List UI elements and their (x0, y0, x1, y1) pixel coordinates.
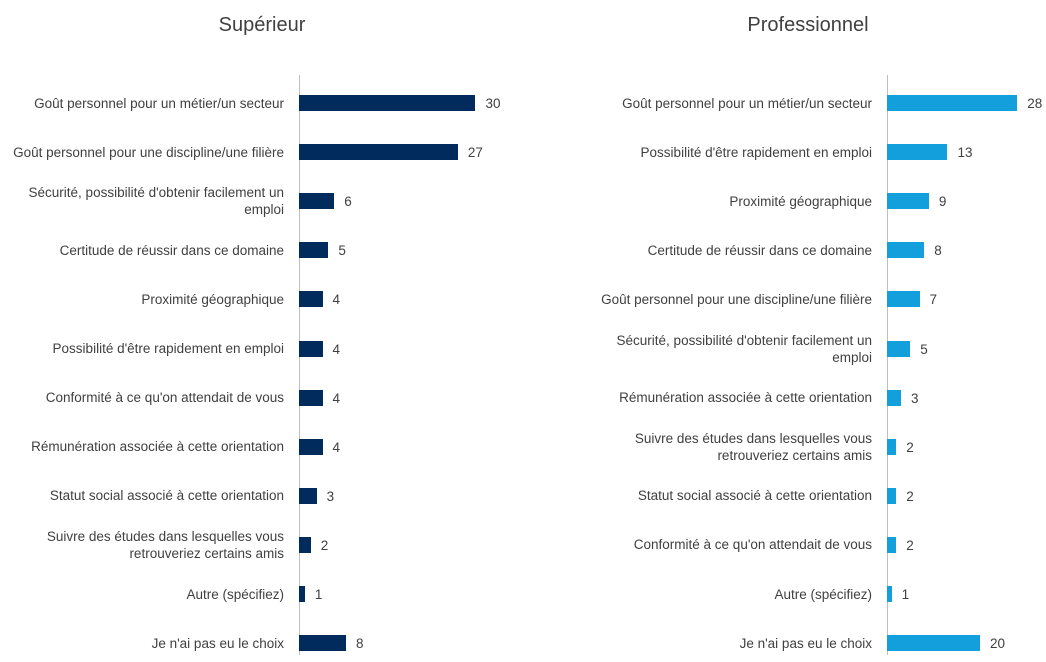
category-label: Certitude de réussir dans ce domaine (59, 242, 284, 258)
value-label: 2 (906, 439, 914, 455)
chart-title: Professionnel (747, 14, 869, 36)
value-label: 4 (332, 439, 341, 455)
bar (887, 536, 897, 553)
value-label: 8 (356, 636, 364, 652)
bar (887, 242, 925, 259)
axis-line (299, 75, 300, 655)
value-label: 13 (957, 145, 973, 161)
bar (887, 487, 897, 504)
category-label: Je n'ai pas eu le choix (739, 635, 872, 651)
category-label: Rémunération associée à cette orientatio… (619, 390, 872, 406)
value-label: 9 (938, 194, 947, 210)
bar (887, 438, 897, 455)
bar (299, 635, 347, 652)
value-label: 27 (467, 145, 483, 161)
value-label: 1 (314, 587, 323, 602)
value-label: 30 (485, 96, 501, 111)
category-label: Conformité à ce qu'on attendait de vous (45, 390, 284, 406)
value-label: 28 (1027, 96, 1043, 111)
category-label: Proximité géographique (729, 193, 872, 209)
axis-line (887, 75, 888, 655)
category-label: Goût personnel pour une discipline/une f… (601, 291, 872, 307)
value-label: 20 (990, 636, 1006, 652)
bar (887, 389, 901, 406)
category-label: Statut social associé à cette orientatio… (49, 488, 284, 504)
category-label: Possibilité d'être rapidement en emploi (640, 144, 872, 160)
category-label: Sécurité, possibilité d'obtenir facileme… (616, 332, 872, 365)
value-label: 5 (338, 243, 346, 259)
category-label: Autre (spécifiez) (186, 586, 284, 602)
bar (887, 635, 981, 652)
bar (299, 389, 323, 406)
value-label: 3 (326, 488, 335, 504)
category-label: Proximité géographique (141, 291, 284, 307)
category-label: Certitude de réussir dans ce domaine (647, 242, 872, 258)
bar (887, 95, 1018, 111)
bar (299, 193, 335, 210)
bar (299, 487, 317, 504)
category-label: Conformité à ce qu'on attendait de vous (633, 537, 872, 553)
value-label: 5 (920, 341, 928, 357)
value-label: 6 (344, 194, 352, 210)
category-label: Goût personnel pour un métier/un secteur (622, 95, 872, 111)
value-label: 4 (332, 341, 341, 357)
value-label: 4 (332, 390, 341, 406)
value-label: 4 (332, 292, 341, 308)
value-label: 7 (929, 292, 938, 308)
value-label: 2 (906, 537, 914, 553)
bar (299, 242, 329, 259)
value-label: 2 (320, 537, 329, 553)
bar (887, 144, 948, 161)
category-label: Rémunération associée à cette orientatio… (31, 439, 284, 455)
bar (299, 291, 323, 308)
value-label: 8 (934, 243, 942, 259)
category-label: Je n'ai pas eu le choix (151, 635, 284, 651)
bar (299, 95, 476, 111)
category-label: Goût personnel pour une discipline/une f… (13, 144, 284, 160)
bar (887, 586, 892, 602)
bar (299, 536, 311, 553)
bar (299, 586, 305, 602)
value-label: 3 (910, 390, 919, 406)
category-label: Autre (spécifiez) (774, 586, 872, 602)
category-label: Goût personnel pour un métier/un secteur (34, 95, 284, 111)
bar (299, 144, 458, 161)
value-label: 1 (901, 587, 910, 602)
bar (887, 193, 929, 210)
bar (887, 340, 911, 357)
bar (887, 291, 920, 308)
category-label: Sécurité, possibilité d'obtenir facileme… (28, 185, 284, 218)
chart-title: Supérieur (218, 14, 306, 36)
category-label: Suivre des études dans lesquelles vous r… (46, 528, 284, 561)
bar (299, 340, 323, 357)
bar (299, 438, 323, 455)
category-label: Suivre des études dans lesquelles vous r… (634, 430, 872, 463)
category-label: Statut social associé à cette orientatio… (637, 488, 872, 504)
category-label: Possibilité d'être rapidement en emploi (52, 341, 284, 356)
value-label: 2 (906, 488, 914, 504)
